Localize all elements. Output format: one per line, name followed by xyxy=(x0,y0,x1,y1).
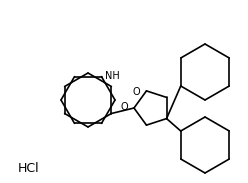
Text: O: O xyxy=(133,87,140,97)
Text: HCl: HCl xyxy=(18,162,40,175)
Text: NH: NH xyxy=(105,71,120,81)
Text: O: O xyxy=(120,102,128,112)
